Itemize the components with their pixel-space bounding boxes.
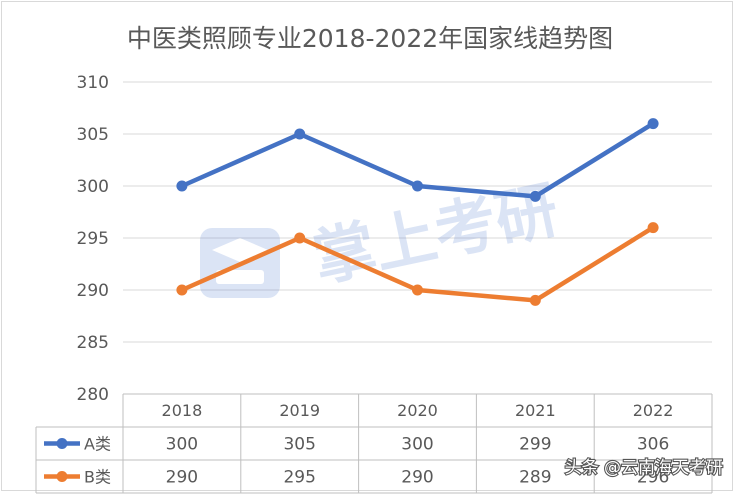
attribution-text: 头条 @云南海天考研 xyxy=(565,458,723,478)
y-axis-tick-labels: 280 285 290 295 300 305 310 xyxy=(77,73,109,405)
x-category-label: 2020 xyxy=(397,401,438,420)
data-point xyxy=(412,180,423,192)
y-tick-label: 300 xyxy=(77,177,109,197)
table-cell: 305 xyxy=(283,435,315,455)
table-cell: 300 xyxy=(401,435,433,455)
x-category-label: 2022 xyxy=(633,401,674,420)
data-point xyxy=(647,222,659,234)
table-cell: 296 xyxy=(637,468,669,488)
data-point xyxy=(294,232,306,244)
data-point xyxy=(294,128,306,140)
table-cell: 300 xyxy=(166,435,198,455)
data-point xyxy=(176,180,188,192)
watermark: 掌上考研 xyxy=(200,172,564,298)
y-tick-label: 305 xyxy=(77,125,109,145)
series-points xyxy=(176,118,659,306)
data-table: 2018 2019 2020 2021 2022 A类 300 305 300 299 306 B类 2… xyxy=(35,393,713,494)
data-point xyxy=(529,190,541,202)
table-cell: 306 xyxy=(637,435,669,455)
y-tick-label: 290 xyxy=(77,281,109,301)
legend-label: A类 xyxy=(84,435,111,454)
y-tick-label: 295 xyxy=(77,229,109,249)
x-category-label: 2021 xyxy=(515,401,556,420)
legend-label: B类 xyxy=(84,468,111,487)
table-cell: 299 xyxy=(519,435,551,455)
y-tick-label: 310 xyxy=(77,73,109,93)
data-point xyxy=(647,118,659,130)
attribution-watermark: 头条 @云南海天考研 xyxy=(563,457,724,479)
data-point xyxy=(412,284,423,296)
data-point xyxy=(529,294,541,306)
table-cell: 295 xyxy=(283,468,315,488)
watermark-text: 掌上考研 xyxy=(307,172,565,295)
data-point xyxy=(176,284,188,296)
table-cell: 290 xyxy=(166,468,198,488)
legend-marker xyxy=(56,438,68,449)
chart-title: 中医类照顾专业2018-2022年国家线趋势图 xyxy=(127,24,613,53)
table-cell: 289 xyxy=(519,468,551,488)
y-tick-label: 280 xyxy=(77,385,109,405)
legend-marker xyxy=(56,471,68,482)
x-category-label: 2018 xyxy=(162,401,203,420)
y-tick-label: 285 xyxy=(77,333,109,353)
table-cell: 290 xyxy=(401,468,433,488)
x-category-label: 2019 xyxy=(279,401,320,420)
